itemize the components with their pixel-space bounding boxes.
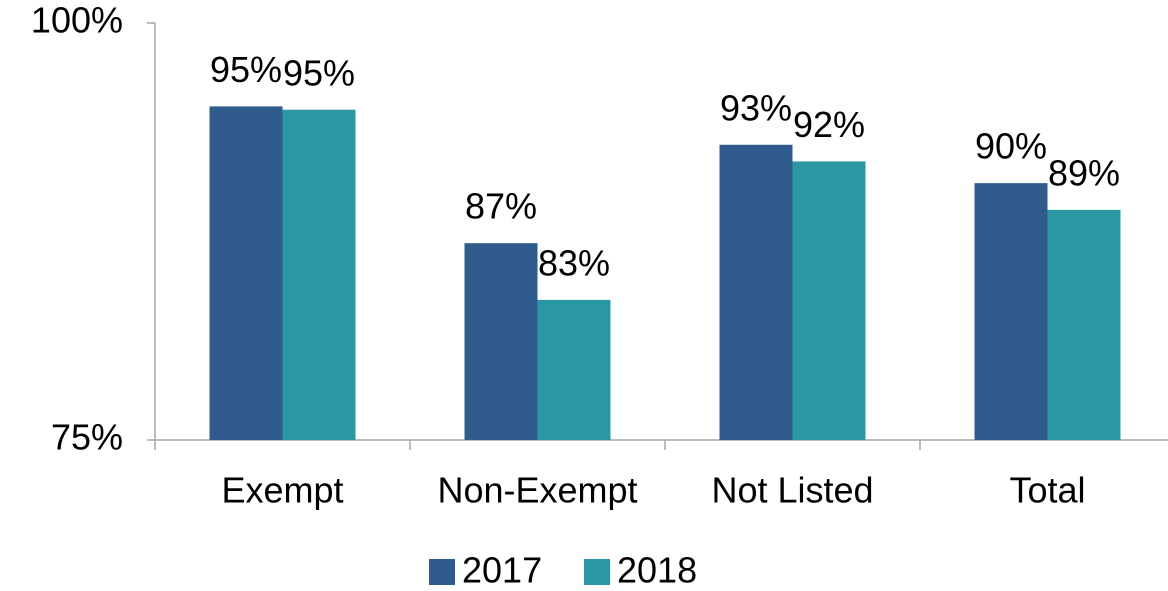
x-tick-label: Non-Exempt xyxy=(437,470,637,511)
x-tick-label: Total xyxy=(1009,470,1085,511)
legend-label: 2017 xyxy=(462,550,542,591)
bar xyxy=(464,243,538,440)
data-label: 87% xyxy=(465,186,537,227)
bar xyxy=(792,161,866,440)
bar xyxy=(209,106,283,441)
data-label: 89% xyxy=(1048,152,1120,193)
y-tick-label: 100% xyxy=(31,0,123,41)
data-label: 90% xyxy=(975,126,1047,167)
y-tick-label: 75% xyxy=(51,417,123,458)
bar xyxy=(1047,209,1121,440)
data-label: 95% xyxy=(283,52,355,93)
legend-label: 2018 xyxy=(617,550,697,591)
data-label: 83% xyxy=(538,242,610,283)
data-label: 93% xyxy=(720,87,792,128)
bar xyxy=(537,299,611,440)
legend-swatch xyxy=(429,559,455,585)
legend-swatch xyxy=(584,559,610,585)
bar xyxy=(974,183,1048,441)
data-label: 92% xyxy=(793,104,865,145)
data-label: 95% xyxy=(210,49,282,90)
x-tick-label: Not Listed xyxy=(711,470,873,511)
x-tick-label: Exempt xyxy=(221,470,343,511)
bar xyxy=(282,109,356,441)
bar xyxy=(719,144,793,441)
